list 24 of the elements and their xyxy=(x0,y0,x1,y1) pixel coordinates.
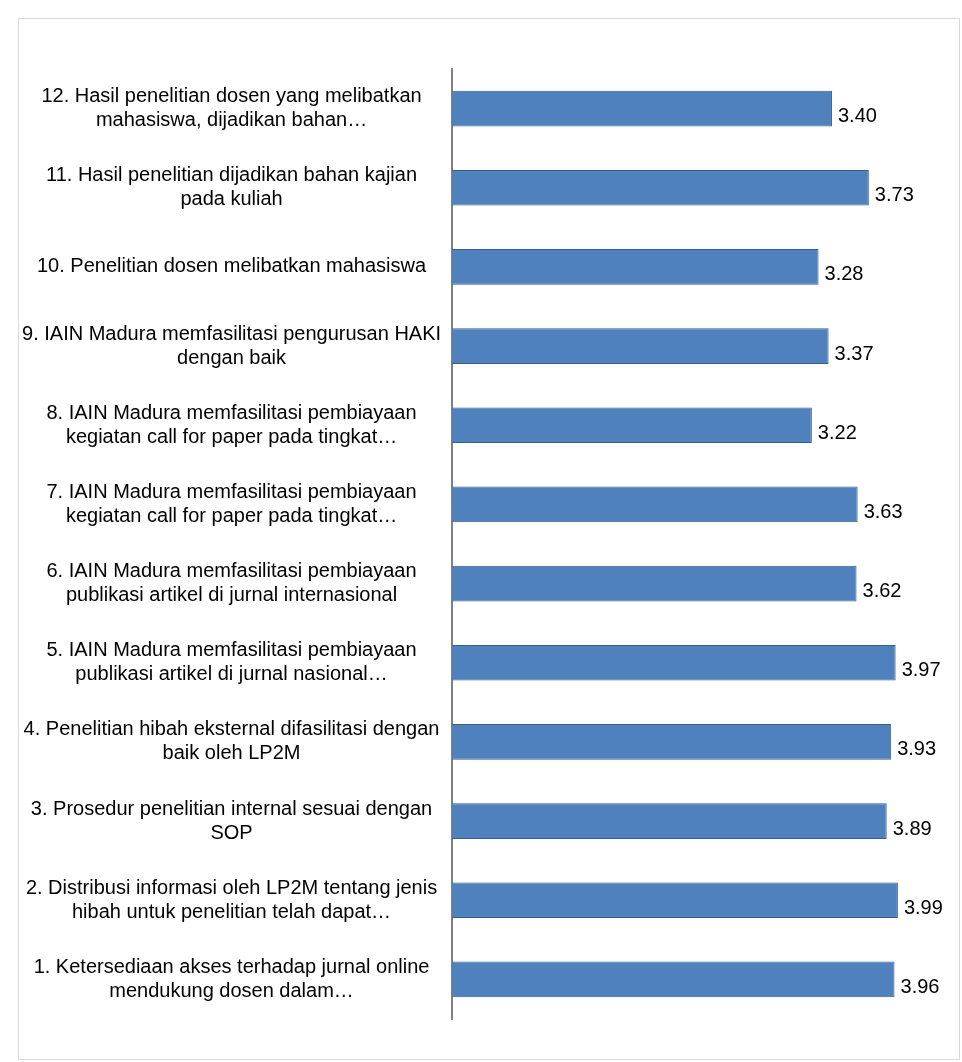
y-tick-label: 5. IAIN Madura memfasilitasi pembiayaan publikasi artikel di jurnal nasional… xyxy=(46,638,417,685)
y-tick-label: 4. Penelitian hibah eksternal difasilitasi dengan baik oleh LP2M xyxy=(23,717,440,764)
data-label: 3.63 xyxy=(863,499,903,522)
data-label: 3.28 xyxy=(824,262,864,285)
y-tick-label: 9. IAIN Madura memfasilitasi pengurusan HAKI dengan baik xyxy=(22,321,442,368)
data-label: 3.73 xyxy=(874,183,914,206)
y-tick-label: 3. Prosedur penelitian internal sesuai dengan SOP xyxy=(30,796,433,843)
y-tick-label: 12. Hasil penelitian dosen yang melibatkan mahasiswa, dijadikan bahan… xyxy=(41,84,422,131)
data-label: 3.97 xyxy=(901,658,941,681)
y-tick-label: 10. Penelitian dosen melibatkan mahasiswa xyxy=(36,254,427,277)
y-tick-label: 8. IAIN Madura memfasilitasi pembiayaan kegiatan call for paper pada tingkat… xyxy=(46,400,417,447)
y-tick-label: 7. IAIN Madura memfasilitasi pembiayaan kegiatan call for paper pada tingkat… xyxy=(46,479,417,526)
data-label: 3.62 xyxy=(862,579,902,602)
data-label: 3.22 xyxy=(817,420,857,443)
y-tick-label: 1. Ketersediaan akses terhadap jurnal online mendukung dosen dalam… xyxy=(33,954,430,1001)
data-label: 3.37 xyxy=(834,341,874,364)
data-label: 3.89 xyxy=(892,816,932,839)
data-label: 3.93 xyxy=(897,737,937,760)
y-tick-label: 6. IAIN Madura memfasilitasi pembiayaan publikasi artikel di jurnal internasional xyxy=(46,559,417,606)
data-label: 3.99 xyxy=(903,895,943,918)
data-label: 3.96 xyxy=(900,974,940,997)
y-tick-label: 2. Distribusi informasi oleh LP2M tentang jenis hibah untuk penelitian telah dapat… xyxy=(25,875,438,922)
data-label: 3.40 xyxy=(837,104,877,127)
y-tick-label: 11. Hasil penelitian dijadikan bahan kajian pada kuliah xyxy=(46,163,418,210)
